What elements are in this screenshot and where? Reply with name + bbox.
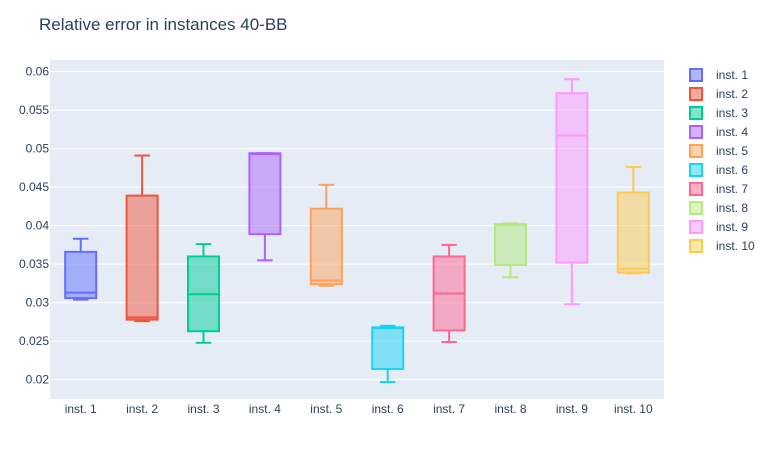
legend-item: inst. 7: [689, 182, 748, 196]
legend-label: inst. 4: [716, 125, 748, 139]
box-iqr: [555, 92, 589, 264]
box-iqr: [494, 223, 527, 266]
legend-label: inst. 9: [716, 220, 748, 234]
y-tick-label: 0.04: [26, 219, 50, 233]
legend-swatch: [689, 106, 703, 120]
chart-title: Relative error in instances 40-BB: [39, 15, 288, 34]
legend-swatch: [689, 220, 703, 234]
box-6: [371, 324, 405, 384]
legend-label: inst. 2: [716, 87, 748, 101]
legend-label: inst. 5: [716, 144, 748, 158]
legend-label: inst. 10: [716, 239, 755, 253]
box-4: [248, 152, 282, 262]
box-9: [555, 78, 589, 306]
box-iqr: [309, 207, 343, 286]
legend-label: inst. 1: [716, 68, 748, 82]
box-7: [432, 243, 466, 343]
box-10: [616, 166, 650, 275]
legend-swatch: [689, 125, 703, 139]
x-tick-label: inst. 6: [372, 402, 404, 416]
x-tick-label: inst. 3: [187, 402, 219, 416]
box-5: [309, 183, 343, 287]
y-tick-label: 0.055: [19, 103, 49, 117]
box-3: [187, 243, 220, 344]
legend-item: inst. 6: [689, 163, 748, 177]
legend-swatch: [689, 239, 703, 253]
y-tick-label: 0.045: [19, 180, 49, 194]
legend-item: inst. 1: [689, 68, 748, 82]
y-axis-tick-labels: 0.02 0.025 0.03 0.035 0.04 0.045 0.05 0.055 0.06: [19, 65, 49, 387]
legend-label: inst. 6: [716, 163, 748, 177]
legend-item: inst. 5: [689, 144, 748, 158]
x-tick-label: inst. 9: [556, 402, 588, 416]
legend-swatch: [689, 182, 703, 196]
x-tick-label: inst. 10: [614, 402, 653, 416]
x-tick-label: inst. 4: [249, 402, 281, 416]
legend-item: inst. 3: [689, 106, 748, 120]
legend-label: inst. 7: [716, 182, 748, 196]
box-2: [125, 154, 159, 323]
box-iqr: [616, 191, 650, 274]
legend: inst. 1 inst. 2 inst. 3 inst. 4 inst. 5 inst.…: [689, 68, 755, 253]
box-iqr: [64, 250, 98, 300]
y-tick-label: 0.06: [26, 65, 50, 79]
legend-swatch: [689, 144, 703, 158]
x-tick-label: inst. 5: [310, 402, 342, 416]
box-iqr: [371, 326, 405, 370]
y-tick-label: 0.025: [19, 334, 49, 348]
legend-swatch: [689, 68, 703, 82]
legend-swatch: [689, 163, 703, 177]
legend-swatch: [689, 201, 703, 215]
box-8: [494, 222, 527, 279]
legend-item: inst. 9: [689, 220, 748, 234]
x-tick-label: inst. 7: [433, 402, 465, 416]
legend-item: inst. 10: [689, 239, 755, 253]
legend-label: inst. 8: [716, 201, 748, 215]
box-iqr: [125, 194, 159, 321]
legend-item: inst. 2: [689, 87, 748, 101]
legend-swatch: [689, 87, 703, 101]
y-tick-label: 0.03: [26, 296, 50, 310]
legend-label: inst. 3: [716, 106, 748, 120]
box-series-group: [64, 78, 650, 384]
legend-item: inst. 4: [689, 125, 748, 139]
y-tick-label: 0.02: [26, 373, 50, 387]
box-1: [64, 237, 98, 301]
x-axis-tick-labels: inst. 1 inst. 2 inst. 3 inst. 4 inst. 5 inst.…: [65, 402, 653, 416]
y-tick-label: 0.035: [19, 257, 49, 271]
box-iqr: [248, 152, 282, 236]
x-tick-label: inst. 2: [126, 402, 158, 416]
y-tick-label: 0.05: [26, 142, 50, 156]
legend-item: inst. 8: [689, 201, 748, 215]
x-tick-label: inst. 1: [65, 402, 97, 416]
x-tick-label: inst. 8: [494, 402, 526, 416]
